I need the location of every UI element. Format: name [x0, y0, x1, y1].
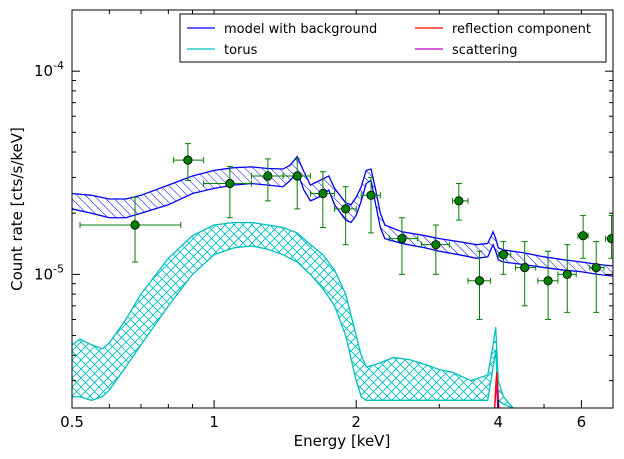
- model-upper-line: [72, 155, 613, 267]
- legend-label-model: model with background: [224, 22, 377, 37]
- model-band: [72, 156, 613, 277]
- x-tick-label: 6: [577, 413, 587, 431]
- data-point: [397, 233, 407, 244]
- plot-frame: [71, 9, 614, 409]
- axes-layer: 0.5 1 2 4 6 10-5 10-4: [34, 9, 613, 431]
- x-tick-label: 1: [209, 413, 219, 431]
- legend-label-scattering: scattering: [452, 43, 518, 58]
- torus-band: [72, 222, 514, 408]
- data-point: [263, 171, 273, 181]
- x-tick-label: 2: [351, 413, 361, 431]
- data-point: [562, 269, 572, 279]
- torus-upper-line: [72, 221, 514, 408]
- y-tick-label: 10-4: [34, 59, 64, 80]
- data-point: [498, 250, 508, 260]
- data-point: [578, 231, 588, 241]
- data-point: [292, 171, 302, 181]
- model-lower-line: [72, 170, 613, 277]
- plot-layer: [72, 143, 613, 408]
- data-point: [318, 188, 328, 199]
- x-axis-label: Energy [keV]: [294, 432, 391, 450]
- x-tick-label: 0.5: [60, 413, 84, 431]
- data-point: [183, 155, 193, 165]
- y-tick-label: 10-5: [34, 262, 64, 283]
- reflection-line: [494, 372, 500, 408]
- data-point: [606, 233, 613, 244]
- data-point: [130, 220, 140, 230]
- y-axis-label: Count rate [cts/s/keV]: [8, 127, 26, 291]
- data-point: [543, 276, 553, 286]
- data-point: [591, 262, 601, 273]
- data-point: [520, 262, 530, 273]
- legend: model with background reflection compone…: [179, 13, 607, 63]
- data-point: [341, 204, 351, 214]
- data-point: [431, 240, 441, 250]
- data-point: [454, 196, 464, 206]
- data-point: [225, 178, 235, 189]
- data-point: [366, 190, 376, 200]
- legend-label-torus: torus: [224, 43, 258, 58]
- x-tick-label: 4: [494, 413, 504, 431]
- torus-lower-line: [72, 245, 514, 408]
- legend-label-reflection: reflection component: [452, 22, 591, 37]
- legend-box: [179, 13, 607, 63]
- data-point: [474, 276, 485, 286]
